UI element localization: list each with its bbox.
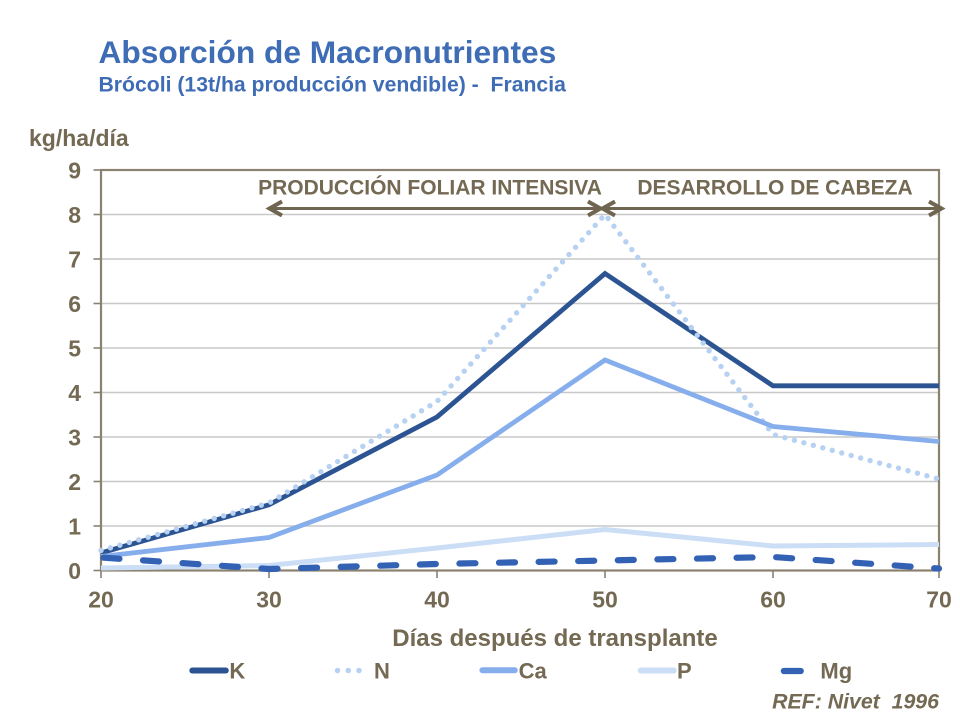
svg-text:40: 40 bbox=[424, 587, 450, 613]
svg-text:Absorción de Macronutrientes: Absorción de Macronutrientes bbox=[99, 34, 557, 70]
svg-text:N: N bbox=[374, 659, 390, 684]
svg-text:Ca: Ca bbox=[519, 659, 548, 684]
svg-text:9: 9 bbox=[68, 158, 81, 184]
svg-text:kg/ha/día: kg/ha/día bbox=[29, 125, 129, 151]
svg-text:K: K bbox=[229, 659, 245, 684]
svg-text:3: 3 bbox=[68, 425, 81, 451]
svg-text:6: 6 bbox=[68, 291, 81, 317]
svg-text:30: 30 bbox=[256, 587, 282, 613]
svg-text:P: P bbox=[677, 659, 692, 684]
svg-text:Brócoli (13t/ha producción ven: Brócoli (13t/ha producción vendible) - F… bbox=[99, 73, 567, 96]
svg-text:20: 20 bbox=[88, 587, 114, 613]
svg-text:REF: Nivet 1996: REF: Nivet 1996 bbox=[772, 690, 939, 714]
svg-text:1: 1 bbox=[68, 514, 81, 540]
svg-text:0: 0 bbox=[68, 558, 81, 584]
svg-text:DESARROLLO DE CABEZA: DESARROLLO DE CABEZA bbox=[637, 177, 912, 200]
svg-text:50: 50 bbox=[592, 587, 618, 613]
svg-text:5: 5 bbox=[68, 336, 81, 362]
svg-text:4: 4 bbox=[68, 380, 81, 406]
svg-text:7: 7 bbox=[68, 247, 81, 273]
svg-text:70: 70 bbox=[926, 587, 952, 613]
svg-text:2: 2 bbox=[68, 469, 81, 495]
svg-text:8: 8 bbox=[68, 202, 81, 228]
svg-text:PRODUCCIÓN FOLIAR INTENSIVA: PRODUCCIÓN FOLIAR INTENSIVA bbox=[258, 176, 602, 200]
svg-text:60: 60 bbox=[760, 587, 786, 613]
svg-text:Días después de transplante: Días después de transplante bbox=[392, 625, 717, 652]
svg-text:Mg: Mg bbox=[820, 659, 852, 684]
